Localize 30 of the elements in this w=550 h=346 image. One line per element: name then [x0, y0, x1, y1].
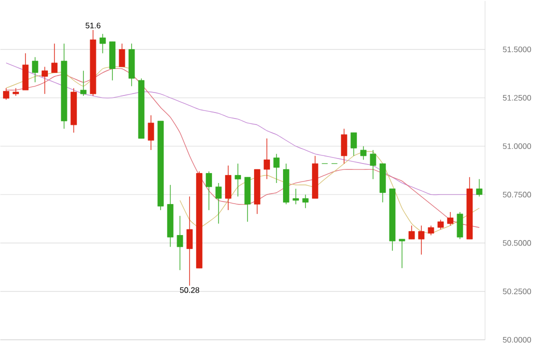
candlestick — [80, 70, 86, 96]
candlestick — [456, 212, 464, 240]
candlestick — [398, 238, 406, 269]
candlestick — [447, 212, 454, 226]
candlestick — [418, 225, 424, 255]
candlestick — [3, 88, 10, 100]
candlestick — [273, 154, 280, 184]
candlestick — [370, 150, 376, 180]
candlestick — [118, 43, 126, 68]
candlestick — [148, 114, 154, 150]
candlestick — [234, 163, 241, 197]
candlestick — [476, 178, 482, 197]
candlestick — [264, 138, 270, 180]
candlestick — [408, 225, 415, 240]
candlestick — [360, 146, 366, 160]
candlestick — [292, 188, 299, 205]
candlestick — [42, 66, 48, 94]
candlestick — [176, 216, 184, 270]
candlestick — [186, 196, 193, 286]
candlestick — [340, 128, 348, 164]
candlestick — [215, 182, 222, 224]
candlestick — [438, 219, 444, 230]
candlestick — [32, 56, 38, 83]
candlestick — [206, 171, 212, 210]
candlestick — [428, 225, 434, 236]
candlestick — [302, 194, 309, 209]
candlestick — [51, 43, 58, 74]
candlestick — [350, 132, 357, 156]
candlestick — [100, 34, 106, 54]
candlestick — [225, 165, 232, 210]
